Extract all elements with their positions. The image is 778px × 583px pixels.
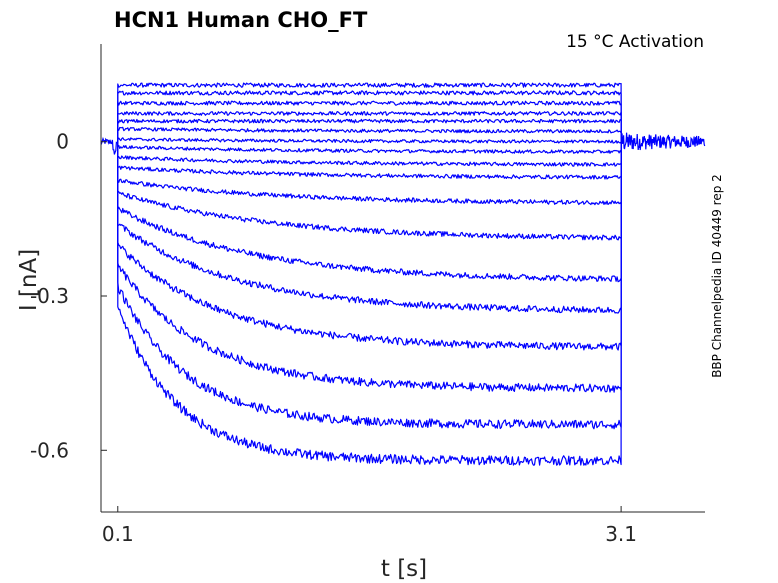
- series-trace-9: [117, 141, 622, 167]
- x-axis-label: t [s]: [381, 556, 427, 582]
- x-tick-label: 3.1: [605, 522, 637, 546]
- series-trace-18: [117, 141, 622, 466]
- series-trace-5: [117, 118, 622, 142]
- y-tick-label: -0.3: [30, 284, 69, 308]
- series-trace-13: [117, 141, 622, 283]
- series-trace-1: [117, 82, 622, 142]
- series-trace-16: [117, 141, 622, 393]
- series-trace-10: [117, 141, 622, 180]
- series-trace-12: [117, 141, 622, 241]
- series-trace-4: [117, 110, 622, 142]
- chart-annotation: 15 °C Activation: [566, 32, 704, 52]
- plot-area: [100, 82, 706, 466]
- series-trace-7: [117, 137, 622, 144]
- series-trace-2: [117, 90, 622, 142]
- series-trace-14: [117, 141, 622, 314]
- chart-title: HCN1 Human CHO_FT: [114, 8, 368, 32]
- x-tick-label: 0.1: [102, 522, 134, 546]
- series-trace-6: [117, 126, 622, 142]
- series-trace-11: [117, 141, 622, 206]
- baseline-post-step: [620, 130, 706, 151]
- side-label: BBP Channelpedia ID 40449 rep 2: [710, 174, 724, 378]
- series-trace-8: [117, 141, 622, 154]
- y-tick-label: -0.6: [30, 438, 69, 462]
- y-tick-label: 0: [56, 130, 69, 154]
- baseline-pre-step: [100, 136, 118, 155]
- y-axis-label: I [nA]: [16, 249, 42, 311]
- series-trace-15: [117, 141, 622, 351]
- axes: 0 -0.3 -0.6 0.1 3.1: [30, 44, 705, 546]
- series-trace-17: [117, 141, 622, 430]
- series-trace-3: [117, 100, 622, 142]
